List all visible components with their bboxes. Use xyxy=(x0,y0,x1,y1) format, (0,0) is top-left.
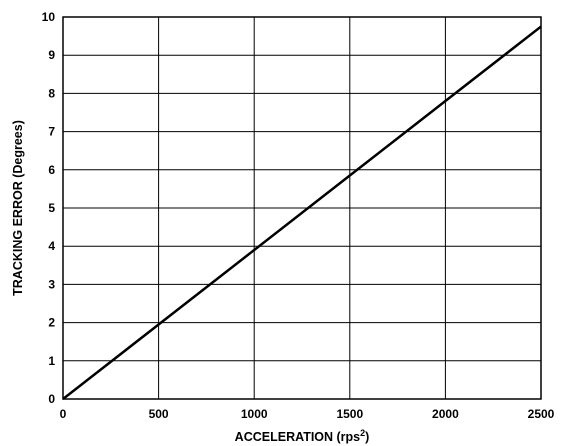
y-tick-label: 10 xyxy=(42,10,56,24)
y-tick-label: 1 xyxy=(48,354,55,368)
y-tick-label: 6 xyxy=(48,163,55,177)
series-line xyxy=(62,25,542,400)
y-axis-title: TRACKING ERROR (Degrees) xyxy=(11,120,25,296)
y-tick-label: 2 xyxy=(48,316,55,330)
plot-frame xyxy=(62,16,542,400)
x-tick-label: 1500 xyxy=(336,407,363,421)
x-axis-title: ACCELERATION (rps2) xyxy=(235,428,370,444)
y-tick-label: 0 xyxy=(48,392,55,406)
x-tick-label: 2000 xyxy=(432,407,459,421)
y-axis-ticks: 0 1 2 3 4 5 6 7 8 9 10 xyxy=(42,10,56,406)
y-tick-label: 8 xyxy=(48,86,55,100)
y-tick-label: 5 xyxy=(48,201,55,215)
x-axis-title-main: ACCELERATION (rps xyxy=(235,430,361,444)
series-layer xyxy=(62,25,542,400)
x-axis-title-superscript: 2 xyxy=(360,428,365,438)
x-tick-label: 2500 xyxy=(528,407,555,421)
y-tick-label: 4 xyxy=(48,239,55,253)
x-tick-label: 500 xyxy=(149,407,169,421)
y-tick-label: 9 xyxy=(48,48,55,62)
x-tick-label: 1000 xyxy=(241,407,268,421)
x-tick-label: 0 xyxy=(60,407,67,421)
x-axis-title-suffix: ) xyxy=(365,430,369,444)
y-tick-label: 7 xyxy=(48,125,55,139)
x-axis-ticks: 0 500 1000 1500 2000 2500 xyxy=(60,407,555,421)
y-tick-label: 3 xyxy=(48,277,55,291)
